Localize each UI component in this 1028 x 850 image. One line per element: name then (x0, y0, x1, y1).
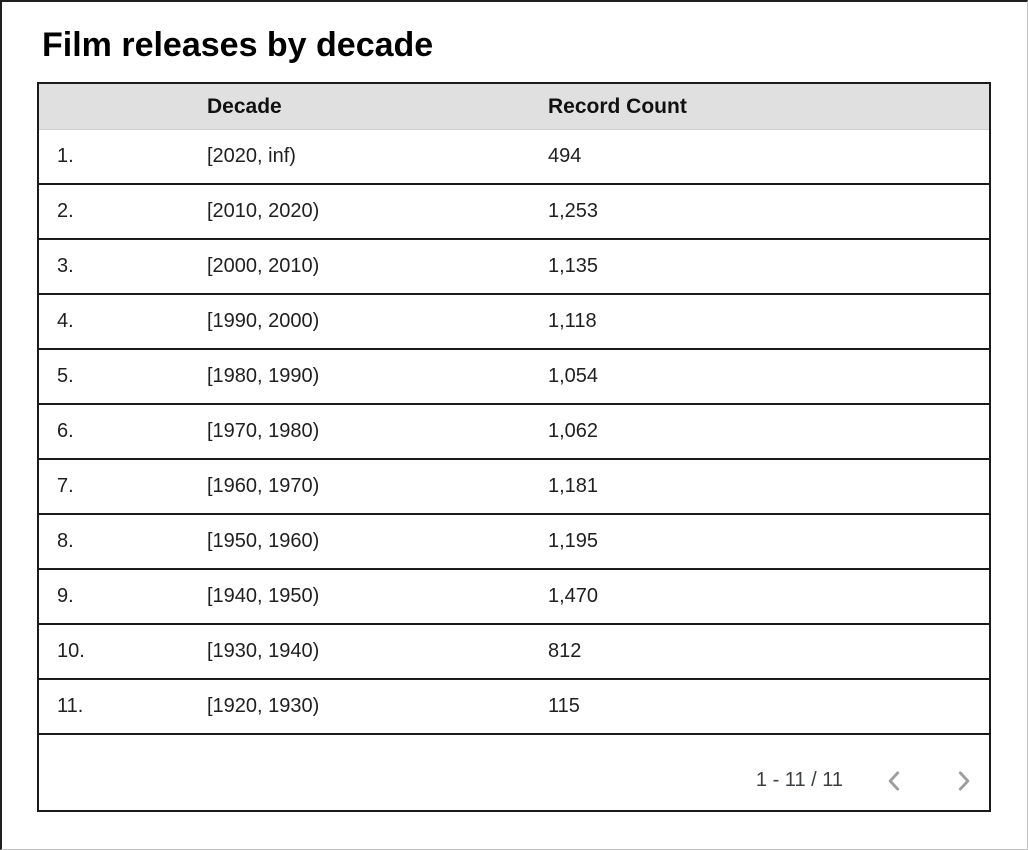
cell-decade: [2010, 2020) (207, 200, 320, 222)
cell-record-count: 494 (548, 145, 582, 167)
table-row: 6. [1970, 1980) 1,062 (39, 405, 989, 460)
table-row: 3. [2000, 2010) 1,135 (39, 240, 989, 295)
cell-record-count: 1,181 (548, 475, 599, 497)
row-index: 9. (57, 585, 74, 607)
pagination-prev-button[interactable] (871, 757, 919, 805)
cell-record-count: 1,054 (548, 365, 599, 387)
table-header-row: Decade Record Count (39, 84, 989, 130)
cell-record-count: 1,118 (548, 310, 597, 332)
cell-record-count: 1,470 (548, 585, 599, 607)
cell-decade: [1970, 1980) (207, 420, 320, 442)
row-index: 11. (57, 695, 84, 717)
cell-decade: [1990, 2000) (207, 310, 320, 332)
cell-decade: [1920, 1930) (207, 695, 320, 717)
row-index: 6. (57, 420, 74, 442)
column-header-record-count[interactable]: Record Count (548, 94, 687, 118)
row-index: 1. (57, 145, 74, 167)
table-row: 2. [2010, 2020) 1,253 (39, 185, 989, 240)
table-row: 5. [1980, 1990) 1,054 (39, 350, 989, 405)
table-row: 9. [1940, 1950) 1,470 (39, 570, 989, 625)
cell-decade: [1960, 1970) (207, 475, 320, 497)
cell-decade: [1950, 1960) (207, 530, 320, 552)
cell-decade: [2000, 2010) (207, 255, 320, 277)
row-index: 8. (57, 530, 74, 552)
table-row: 11. [1920, 1930) 115 (39, 680, 989, 735)
cell-record-count: 812 (548, 640, 582, 662)
cell-decade: [1980, 1990) (207, 365, 320, 387)
row-index: 7. (57, 475, 74, 497)
cell-record-count: 1,062 (548, 420, 599, 442)
chevron-right-icon (950, 768, 976, 794)
data-table: Decade Record Count 1. [2020, inf) 494 2… (37, 82, 991, 812)
cell-decade: [2020, inf) (207, 145, 296, 167)
cell-decade: [1930, 1940) (207, 640, 320, 662)
cell-record-count: 115 (548, 695, 580, 717)
page-title: Film releases by decade (42, 26, 434, 64)
row-index: 2. (57, 200, 74, 222)
row-index: 3. (57, 255, 74, 277)
pagination-next-button[interactable] (939, 757, 987, 805)
cell-record-count: 1,135 (548, 255, 599, 277)
table-row: 1. [2020, inf) 494 (39, 130, 989, 185)
row-index: 5. (57, 365, 74, 387)
row-index: 4. (57, 310, 74, 332)
chevron-left-icon (882, 768, 908, 794)
table-row: 4. [1990, 2000) 1,118 (39, 295, 989, 350)
cell-decade: [1940, 1950) (207, 585, 320, 607)
pagination-range-label: 1 - 11 / 11 (755, 769, 843, 791)
table-footer: 1 - 11 / 11 (39, 735, 989, 810)
cell-record-count: 1,253 (548, 200, 599, 222)
row-index: 10. (57, 640, 85, 662)
table-row: 8. [1950, 1960) 1,195 (39, 515, 989, 570)
table-row: 7. [1960, 1970) 1,181 (39, 460, 989, 515)
table-row: 10. [1930, 1940) 812 (39, 625, 989, 680)
column-header-decade[interactable]: Decade (207, 94, 282, 118)
cell-record-count: 1,195 (548, 530, 599, 552)
